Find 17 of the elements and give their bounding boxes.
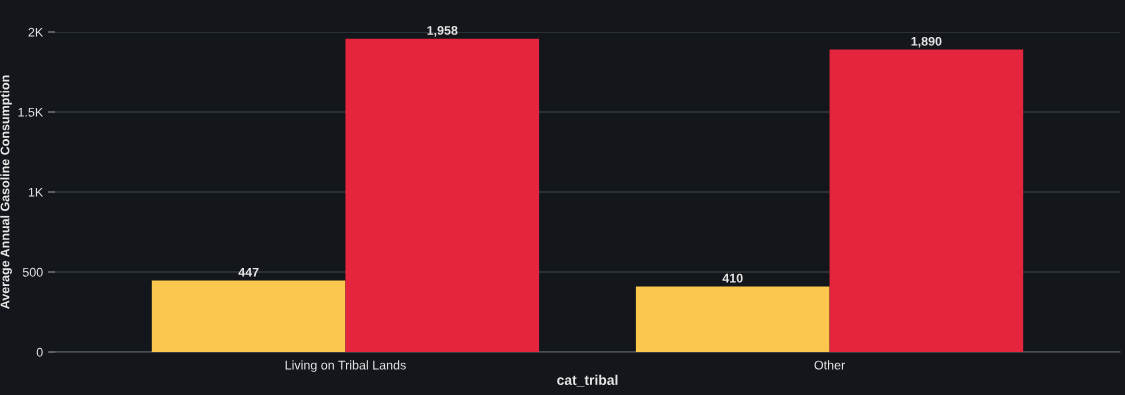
bar <box>151 280 346 352</box>
y-tick-label: 500 <box>22 267 43 277</box>
x-axis-title: cat_tribal <box>557 374 618 387</box>
bar <box>829 49 1024 352</box>
y-tick-label: 1K <box>28 187 44 197</box>
y-tick-label: 1.5K <box>18 107 44 117</box>
y-axis-title: Average Annual Gasoline Consumption <box>0 75 12 309</box>
y-tick-label: 0 <box>36 347 43 357</box>
y-tick-label: 2K <box>28 27 44 37</box>
data-label: 1,958 <box>427 26 458 37</box>
bar <box>635 286 830 352</box>
data-label: 1,890 <box>911 36 942 48</box>
x-tick-label: Other <box>814 360 845 370</box>
x-tick-label: Living on Tribal Lands <box>285 360 406 372</box>
data-label: 447 <box>238 267 259 277</box>
data-label: 410 <box>722 273 743 283</box>
bar <box>345 38 540 352</box>
